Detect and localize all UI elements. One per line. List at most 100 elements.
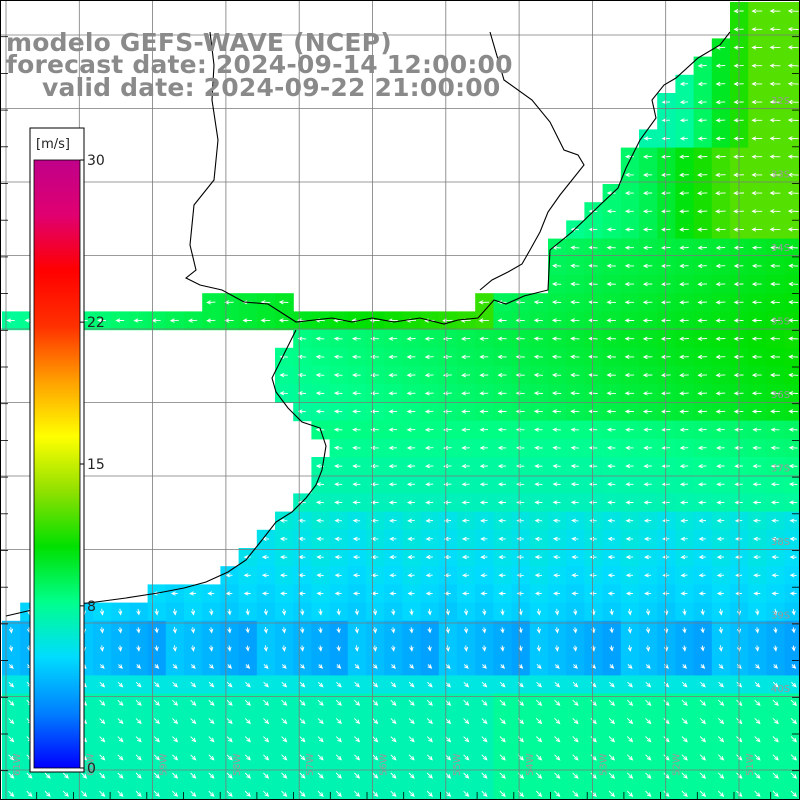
wind-arrow: [772, 699, 779, 707]
wind-arrow: [751, 336, 762, 341]
wind-arrow: [208, 790, 215, 797]
wind-arrow: [424, 354, 434, 360]
wind-arrow: [772, 717, 779, 725]
wind-arrow: [297, 372, 307, 378]
wind-arrow: [661, 118, 670, 123]
wind-arrow: [606, 427, 616, 432]
wind-arrow: [627, 663, 633, 670]
wind-arrow: [571, 518, 579, 523]
wind-arrow: [624, 263, 634, 269]
wind-arrow: [372, 754, 379, 761]
wind-arrow: [679, 100, 689, 105]
wind-arrow: [445, 699, 452, 706]
wind-arrow: [661, 427, 671, 432]
wind-arrow: [498, 536, 506, 542]
wind-arrow: [680, 573, 688, 578]
wind-arrow: [751, 300, 762, 305]
wind-arrow: [388, 391, 398, 396]
wind-arrow: [627, 645, 632, 652]
wind-arrow: [679, 136, 689, 141]
wind-arrow: [679, 191, 689, 196]
wind-arrow: [190, 608, 196, 616]
wind-arrow: [755, 627, 760, 634]
wind-arrow: [352, 482, 361, 487]
wind-arrow: [534, 500, 543, 505]
wind-arrow: [390, 736, 397, 743]
wind-arrow: [372, 627, 378, 634]
wind-arrow: [681, 790, 688, 798]
wind-arrow: [190, 681, 197, 688]
wind-arrow: [535, 754, 543, 761]
wind-arrow: [679, 318, 689, 323]
wind-arrow: [554, 717, 561, 725]
wind-arrow: [481, 736, 488, 743]
wind-arrow: [407, 573, 415, 578]
wind-arrow: [244, 736, 251, 743]
wind-arrow: [663, 772, 670, 779]
wind-arrow: [573, 645, 578, 652]
wind-arrow: [533, 318, 544, 323]
wind-arrow: [554, 627, 560, 634]
wind-arrow: [333, 336, 343, 341]
wind-arrow: [406, 336, 416, 341]
wind-arrow: [534, 591, 542, 596]
wind-arrow: [354, 663, 360, 670]
wind-arrow: [354, 718, 361, 725]
wind-arrow: [716, 536, 725, 542]
wind-arrow: [370, 573, 379, 578]
wind-arrow: [279, 573, 288, 578]
wind-arrow: [227, 645, 232, 652]
wind-arrow: [154, 627, 159, 634]
wind-arrow: [8, 772, 15, 779]
wind-arrow: [533, 409, 543, 414]
wind-arrow: [516, 536, 524, 542]
wind-arrow: [554, 681, 561, 688]
wind-arrow: [642, 263, 653, 269]
wind-arrow: [660, 318, 671, 323]
wind-arrow: [424, 409, 434, 414]
wind-arrow: [153, 736, 160, 743]
wind-arrow: [316, 536, 324, 542]
wind-arrow: [681, 772, 688, 779]
wind-arrow: [679, 172, 689, 178]
wind-arrow: [389, 518, 397, 523]
wind-arrow: [226, 681, 233, 688]
wind-arrow: [136, 664, 142, 669]
wind-arrow: [645, 790, 652, 798]
wind-arrow: [516, 482, 525, 487]
longitude-label: 54W: [525, 753, 536, 776]
wind-arrow: [391, 664, 396, 669]
wind-arrow: [789, 518, 797, 523]
wind-arrow: [8, 627, 14, 634]
wind-arrow: [752, 518, 761, 523]
wind-arrow: [606, 354, 616, 360]
wind-arrow: [390, 681, 397, 688]
wind-arrow: [718, 663, 724, 670]
wind-arrow: [406, 409, 416, 414]
wind-arrow: [81, 772, 88, 779]
wind-cell: [475, 784, 494, 800]
wind-arrow: [754, 754, 761, 761]
wind-arrow: [642, 281, 653, 287]
wind-arrow: [481, 790, 488, 797]
wind-arrow: [607, 518, 615, 523]
wind-arrow: [316, 554, 324, 560]
wind-arrow: [243, 591, 251, 596]
wind-arrow: [572, 717, 579, 725]
wind-arrow: [388, 409, 398, 414]
wind-cell: [129, 784, 149, 800]
wind-arrow: [336, 681, 342, 688]
wind-arrow: [624, 409, 634, 414]
wind-arrow: [642, 209, 653, 214]
wind-arrow: [551, 391, 562, 396]
wind-cell: [784, 748, 800, 767]
wind-arrow: [660, 336, 671, 341]
wind-arrow: [697, 391, 708, 396]
wind-arrow: [645, 645, 651, 652]
wind-arrow: [426, 718, 433, 725]
wind-arrow: [606, 190, 616, 196]
wind-arrow: [409, 627, 414, 634]
wind-arrow: [554, 754, 561, 761]
wind-arrow: [209, 627, 214, 634]
wind-arrow: [791, 645, 796, 652]
